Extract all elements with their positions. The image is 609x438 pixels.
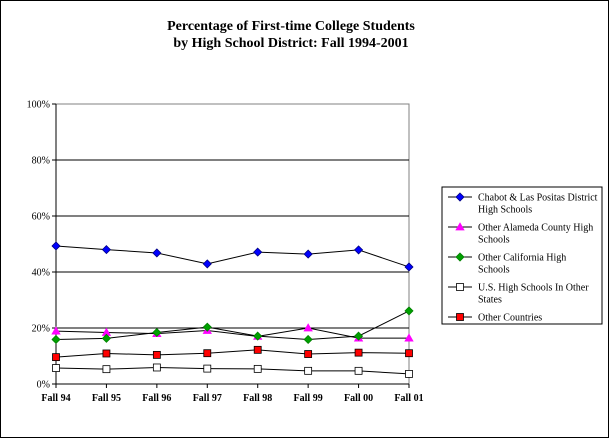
- chart-title-line: Percentage of First-time College Student…: [167, 19, 415, 34]
- series-5: [52, 345, 413, 362]
- data-point: [354, 331, 364, 341]
- x-tick-label: Fall 97: [193, 393, 222, 404]
- data-point: [202, 322, 212, 332]
- legend-marker: [455, 192, 465, 202]
- data-point: [152, 350, 161, 359]
- data-point: [101, 245, 111, 255]
- data-point: [404, 333, 414, 342]
- y-tick-label: 0%: [37, 380, 50, 391]
- legend-label: Other Alameda County High: [478, 223, 593, 234]
- data-point: [203, 364, 212, 373]
- x-tick-label: Fall 00: [344, 393, 373, 404]
- series-lines: [51, 241, 414, 378]
- data-point: [52, 364, 60, 372]
- legend-label: U.S. High Schools In Other: [478, 283, 589, 294]
- series-4: [52, 363, 413, 378]
- series-line: [55, 245, 410, 268]
- data-point: [51, 326, 61, 335]
- data-point: [102, 365, 111, 374]
- data-point: [354, 366, 363, 375]
- legend-label: Schools: [478, 265, 510, 276]
- x-tick-label: Fall 94: [41, 393, 70, 404]
- series-line: [55, 366, 410, 375]
- x-tick-label: Fall 99: [294, 393, 323, 404]
- chart-title-line: by High School District: Fall 1994-2001: [173, 36, 408, 51]
- gridlines: [56, 159, 409, 329]
- legend-box: [441, 186, 603, 325]
- y-tick-label: 80%: [32, 156, 50, 167]
- data-point: [253, 247, 263, 257]
- data-point: [405, 370, 413, 378]
- x-tick-label: Fall 95: [92, 393, 121, 404]
- x-tick-label: Fall 01: [394, 393, 423, 404]
- data-point: [202, 259, 212, 269]
- data-point: [152, 327, 162, 338]
- chart-title: Percentage of First-time College Student…: [167, 19, 415, 51]
- data-point: [253, 331, 263, 341]
- data-point: [51, 241, 61, 251]
- legend-label: High Schools: [478, 205, 532, 216]
- data-point: [303, 323, 313, 332]
- x-tick-label: Fall 98: [243, 393, 272, 404]
- legend-marker: [456, 313, 464, 321]
- x-axis: Fall 94 Fall 95 Fall 96 Fall 97 Fall 98 Fall …: [41, 383, 424, 404]
- data-point: [404, 262, 414, 272]
- y-tick-label: 100%: [27, 100, 50, 111]
- series-line: [55, 349, 410, 358]
- data-point: [152, 363, 161, 372]
- legend-label: Other California High: [478, 253, 566, 264]
- x-tick-label: Fall 96: [142, 393, 171, 404]
- data-point: [52, 353, 60, 362]
- series-1: [51, 241, 414, 272]
- data-point: [253, 345, 262, 354]
- data-point: [404, 306, 414, 316]
- legend-label: Schools: [478, 235, 510, 246]
- data-point: [405, 349, 413, 358]
- legend-marker: [456, 283, 464, 291]
- data-point: [51, 334, 61, 345]
- y-tick-label: 60%: [32, 212, 50, 223]
- legend-label: Other Countries: [478, 313, 542, 324]
- y-tick-label: 20%: [32, 324, 50, 335]
- data-point: [102, 349, 111, 358]
- data-point: [304, 350, 313, 358]
- y-axis: 0% 20% 40% 60% 80% 100%: [27, 100, 57, 391]
- data-point: [101, 333, 111, 343]
- data-point: [354, 348, 363, 357]
- legend-label: States: [478, 295, 502, 306]
- data-point: [303, 249, 313, 259]
- legend-marker: [455, 252, 465, 262]
- legend-item: Other Countries: [448, 313, 542, 324]
- series-3: [51, 306, 414, 345]
- plot-area: [55, 103, 410, 385]
- data-point: [304, 366, 313, 375]
- data-point: [203, 349, 212, 358]
- data-point: [152, 248, 162, 258]
- data-point: [303, 334, 313, 345]
- legend-marker: [455, 222, 465, 231]
- legend-label: Chabot & Las Positas District: [478, 193, 598, 204]
- series-line: [55, 310, 410, 340]
- y-tick-label: 40%: [32, 268, 50, 279]
- data-point: [354, 245, 364, 255]
- data-point: [253, 364, 262, 373]
